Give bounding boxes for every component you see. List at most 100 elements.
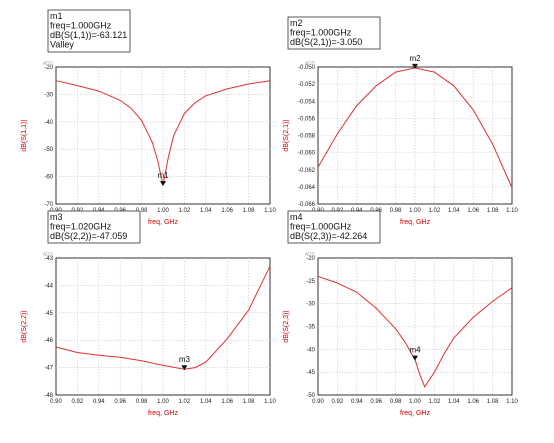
y-tick-label: -0.056: [298, 116, 316, 122]
marker-readout-box[interactable]: [47, 210, 141, 244]
x-tick-label: 1.00: [157, 208, 169, 214]
x-tick-label: 1.10: [506, 208, 518, 214]
x-tick-label: 1.00: [157, 399, 169, 405]
y-tick-label: -0.050: [298, 65, 316, 71]
x-tick-label: 1.04: [200, 208, 212, 214]
y-axis-label: dB(S(2,1)): [283, 119, 290, 151]
y-tick-label: -25: [306, 279, 315, 285]
y-tick-label: -60: [44, 175, 53, 181]
marker-readout-box[interactable]: [287, 210, 381, 244]
x-tick-label: 1.06: [467, 399, 479, 405]
x-tick-label: 1.02: [179, 208, 191, 214]
x-tick-label: 0.96: [114, 399, 126, 405]
plot-panel-2: 0.900.920.940.960.981.001.021.041.061.08…: [283, 16, 518, 226]
y-tick-label: -47: [44, 366, 53, 372]
y-tick-label: -35: [306, 325, 315, 331]
y-tick-label: -44: [44, 283, 53, 289]
x-tick-label: 1.08: [243, 208, 255, 214]
x-tick-label: 1.02: [179, 399, 191, 405]
y-tick-label: -20: [306, 256, 315, 262]
plot-frame: [55, 257, 271, 396]
y-tick-label: -0.064: [298, 185, 316, 191]
x-tick-label: 0.90: [50, 399, 62, 405]
y-tick-label: -0.054: [298, 99, 316, 105]
readout-line: freq=1.000GHz: [50, 21, 112, 31]
x-tick-label: 0.98: [136, 399, 148, 405]
plot-panel-1: 0.900.920.940.960.981.001.021.041.061.08…: [21, 9, 276, 226]
x-axis-label: freq, GHz: [400, 219, 430, 226]
marker-triangle[interactable]: [160, 181, 166, 187]
readout-line: dB(S(2,2))=-47.059: [50, 231, 127, 241]
readout-line: dB(S(2,1))=-3.050: [290, 37, 362, 47]
marker-triangle[interactable]: [181, 365, 188, 371]
readout-line: m1: [50, 11, 63, 21]
ads-watermark: ADS: [305, 252, 316, 258]
y-tick-label: -0.062: [298, 168, 316, 174]
readout-line: m2: [290, 18, 303, 28]
marker-label: m1: [157, 171, 169, 180]
x-tick-label: 0.90: [312, 399, 324, 405]
y-tick-label: -30: [306, 302, 315, 308]
y-tick-label: -50: [306, 393, 315, 399]
marker-label: m3: [179, 355, 191, 364]
x-tick-label: 1.00: [409, 399, 421, 405]
ads-watermark: ADS: [43, 61, 54, 67]
x-tick-label: 0.98: [136, 208, 148, 214]
x-axis-label: freq, GHz: [148, 410, 178, 417]
x-tick-label: 1.02: [429, 208, 441, 214]
y-tick-label: -20: [44, 65, 53, 71]
y-tick-label: -45: [306, 370, 315, 376]
y-axis-label: dB(S(2,2)): [21, 310, 28, 342]
x-tick-label: 0.92: [72, 399, 84, 405]
x-tick-label: 1.02: [429, 399, 441, 405]
y-tick-label: -40: [44, 120, 53, 126]
y-tick-label: -0.060: [298, 151, 316, 157]
x-tick-label: 1.10: [264, 208, 276, 214]
x-tick-label: 1.06: [221, 399, 233, 405]
readout-line: dB(S(2,3))=-42.264: [290, 231, 367, 241]
y-tick-label: -50: [44, 147, 53, 153]
readout-line: freq=1.000GHz: [290, 222, 352, 232]
x-tick-label: 1.00: [409, 208, 421, 214]
x-tick-label: 1.04: [448, 208, 460, 214]
marker-readout-box[interactable]: [47, 9, 131, 53]
x-tick-label: 0.96: [370, 399, 382, 405]
x-tick-label: 1.04: [200, 399, 212, 405]
marker-label: m2: [409, 54, 421, 63]
series-line: [55, 265, 271, 370]
y-tick-label: -30: [44, 92, 53, 98]
x-tick-label: 1.06: [467, 208, 479, 214]
x-tick-label: 0.98: [390, 399, 402, 405]
y-tick-label: -70: [44, 202, 53, 208]
y-tick-label: -0.066: [298, 202, 316, 208]
y-tick-label: -0.052: [298, 82, 316, 88]
readout-line: freq=1.020GHz: [50, 222, 112, 232]
y-tick-label: -45: [44, 311, 53, 317]
readout-line: m3: [50, 212, 63, 222]
x-axis-label: freq, GHz: [148, 219, 178, 226]
x-tick-label: 1.10: [264, 399, 276, 405]
readout-line: dB(S(1,1))=-63.121: [50, 30, 127, 40]
marker-readout-box[interactable]: [287, 16, 381, 50]
marker-label: m4: [409, 346, 421, 355]
x-tick-label: 0.92: [332, 399, 344, 405]
series-line: [317, 275, 513, 388]
x-tick-label: 1.08: [487, 208, 499, 214]
plot-panel-3: 0.90 0.92 0.94 0.96 0.98 1.00 1.02 1.04 1.06 1.08…: [21, 210, 276, 417]
y-tick-label: -46: [44, 338, 53, 344]
y-tick-label: -43: [44, 256, 53, 262]
marker-triangle[interactable]: [412, 355, 418, 361]
y-tick-label: -48: [44, 393, 53, 399]
x-tick-label: 1.04: [448, 399, 460, 405]
readout-line: m4: [290, 212, 303, 222]
x-tick-label: 1.08: [243, 399, 255, 405]
x-tick-label: 1.10: [506, 399, 518, 405]
y-tick-label: -40: [306, 347, 315, 353]
x-tick-label: 0.98: [390, 208, 402, 214]
readout-line: freq=1.000GHz: [290, 28, 352, 38]
y-axis-label: dB(S(1,1)): [21, 119, 28, 151]
marker-triangle[interactable]: [412, 63, 418, 69]
x-tick-label: 0.94: [93, 399, 105, 405]
x-tick-label: 1.08: [487, 399, 499, 405]
